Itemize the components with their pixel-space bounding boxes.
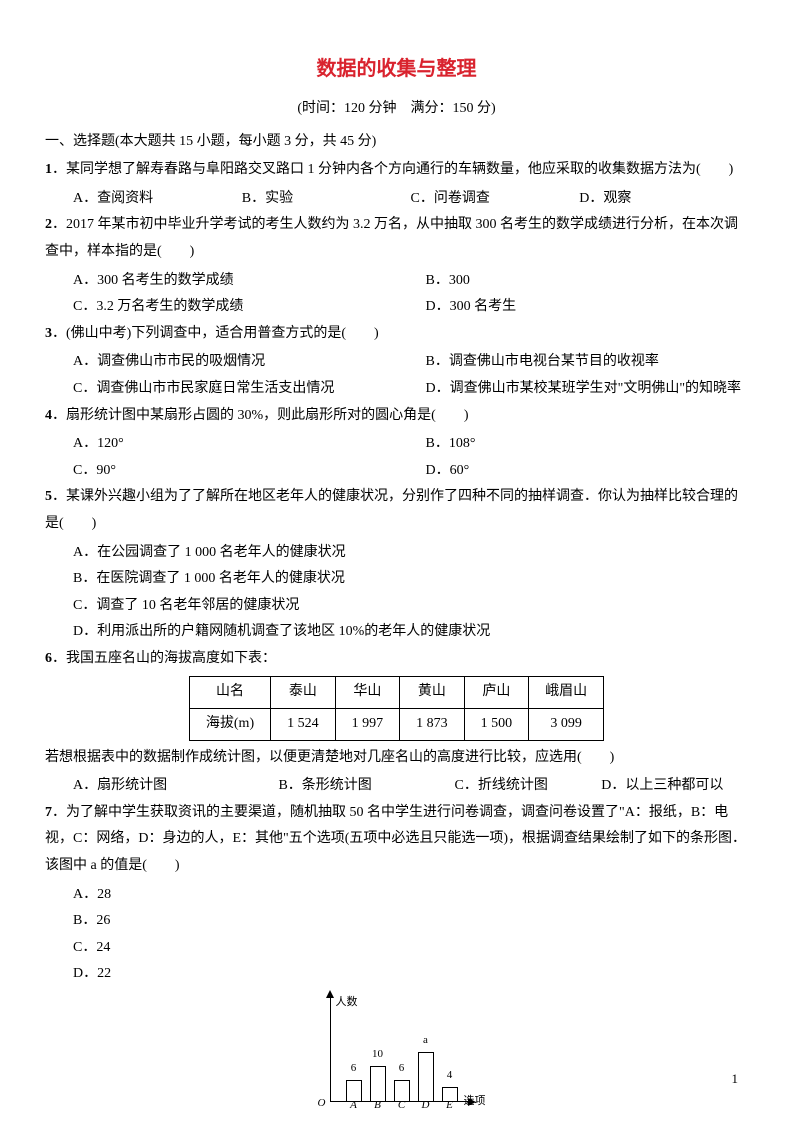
table-cell: 庐山 [464,677,529,709]
q7-a: A．28 [45,882,748,909]
table-cell: 1 997 [335,709,400,741]
q6-b: B．条形统计图 [278,773,454,800]
q3-options-row2: C．调查佛山市市民家庭日常生活支出情况 D．调查佛山市某校某班学生对"文明佛山"… [45,376,748,403]
q6-c: C．折线统计图 [455,773,602,800]
q1-a: A．查阅资料 [73,186,242,213]
bar-value-label: a [423,1030,428,1051]
q2-b: B．300 [396,268,749,295]
bar-value-label: 4 [447,1065,453,1086]
q4-stem: 4．扇形统计图中某扇形占圆的 30%，则此扇形所对的圆心角是( ) [45,403,748,430]
q5-c: C．调查了 10 名老年邻居的健康状况 [45,593,748,620]
q2-a: A．300 名考生的数学成绩 [73,268,396,295]
q6-d: D．以上三种都可以 [601,773,748,800]
q3-stem: 3．(佛山中考)下列调查中，适合用普查方式的是( ) [45,321,748,348]
q7-c: C．24 [45,935,748,962]
q3-options-row1: A．调查佛山市市民的吸烟情况 B．调查佛山市电视台某节目的收视率 [45,349,748,376]
bar-category-label: C [398,1095,405,1116]
q4-options-row2: C．90° D．60° [45,458,748,485]
q3-b: B．调查佛山市电视台某节目的收视率 [396,349,749,376]
q4-c: C．90° [73,458,396,485]
q7-b: B．26 [45,908,748,935]
q1-options: A．查阅资料 B．实验 C．问卷调查 D．观察 [45,186,748,213]
q6-stem: 6．我国五座名山的海拔高度如下表： [45,646,748,673]
q7-stem: 7．为了解中学生获取资讯的主要渠道，随机抽取 50 名中学生进行问卷调查，调查问… [45,800,748,880]
q1-d: D．观察 [579,186,748,213]
table-cell: 泰山 [271,677,336,709]
y-label: 人数 [336,992,358,1013]
q2-options-row2: C．3.2 万名考生的数学成绩 D．300 名考生 [45,294,748,321]
table-cell: 黄山 [400,677,465,709]
q3-a: A．调查佛山市市民的吸烟情况 [73,349,396,376]
q2-d: D．300 名考生 [396,294,749,321]
q5-a: A．在公园调查了 1 000 名老年人的健康状况 [45,540,748,567]
table-cell: 1 500 [464,709,529,741]
bar-category-label: B [374,1095,381,1116]
q6-table: 山名 泰山 华山 黄山 庐山 峨眉山 海拔(m) 1 524 1 997 1 8… [189,676,604,740]
page-number: 1 [732,1067,739,1092]
bar-value-label: 6 [399,1058,405,1079]
table-cell: 海拔(m) [189,709,270,741]
table-cell: 峨眉山 [529,677,604,709]
q1-b: B．实验 [242,186,411,213]
q4-d: D．60° [396,458,749,485]
q7-d: D．22 [45,961,748,988]
bar-value-label: 10 [372,1044,383,1065]
q2-c: C．3.2 万名考生的数学成绩 [73,294,396,321]
q2-stem: 2．2017 年某市初中毕业升学考试的考生人数约为 3.2 万名，从中抽取 30… [45,212,748,265]
q4-a: A．120° [73,431,396,458]
q2-options-row1: A．300 名考生的数学成绩 B．300 [45,268,748,295]
y-arrow-icon [326,990,334,998]
table-cell: 3 099 [529,709,604,741]
q5-d: D．利用派出所的户籍网随机调查了该地区 10%的老年人的健康状况 [45,619,748,646]
q3-c: C．调查佛山市市民家庭日常生活支出情况 [73,376,396,403]
page-title: 数据的收集与整理 [45,50,748,88]
q3-d: D．调查佛山市某校某班学生对"文明佛山"的知晓率 [396,376,749,403]
bar-chart: 人数 选项 O A6B10C6DaE4 [312,994,482,1114]
exam-info: (时间：120 分钟 满分：150 分) [45,96,748,123]
table-row: 海拔(m) 1 524 1 997 1 873 1 500 3 099 [189,709,603,741]
x-label: 选项 [464,1091,486,1112]
origin-label: O [318,1093,326,1114]
q4-options-row1: A．120° B．108° [45,431,748,458]
bar-category-label: A [350,1095,357,1116]
q5-b: B．在医院调查了 1 000 名老年人的健康状况 [45,566,748,593]
q4-b: B．108° [396,431,749,458]
q6-options: A．扇形统计图 B．条形统计图 C．折线统计图 D．以上三种都可以 [45,773,748,800]
q6-a: A．扇形统计图 [73,773,278,800]
bar-category-label: E [446,1095,453,1116]
bar-value-label: 6 [351,1058,357,1079]
table-cell: 1 873 [400,709,465,741]
bar-category-label: D [422,1095,430,1116]
section-heading: 一、选择题(本大题共 15 小题，每小题 3 分，共 45 分) [45,129,748,156]
table-cell: 华山 [335,677,400,709]
table-cell: 山名 [189,677,270,709]
table-row: 山名 泰山 华山 黄山 庐山 峨眉山 [189,677,603,709]
q5-stem: 5．某课外兴趣小组为了了解所在地区老年人的健康状况，分别作了四种不同的抽样调查．… [45,484,748,537]
q1-stem: 11．某同学想了解寿春路与阜阳路交叉路口 1 分钟内各个方向通行的车辆数量，他应… [45,157,748,184]
table-cell: 1 524 [271,709,336,741]
q6-after: 若想根据表中的数据制作成统计图，以便更清楚地对几座名山的高度进行比较，应选用( … [45,745,748,772]
y-axis [330,994,331,1102]
q1-c: C．问卷调查 [411,186,580,213]
